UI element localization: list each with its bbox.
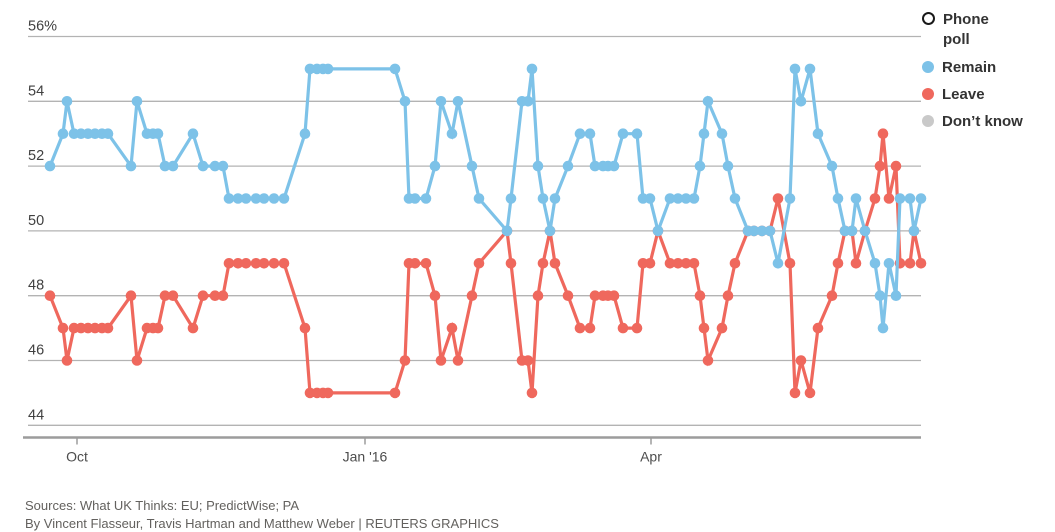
phone-poll-ring-icon [922, 12, 935, 25]
svg-text:48: 48 [28, 278, 44, 294]
legend-label-dont-know: Don’t know [942, 113, 1023, 130]
series-remain [44, 63, 927, 334]
byline: By Vincent Flasseur, Travis Hartman and … [25, 516, 499, 532]
svg-text:Oct: Oct [66, 449, 88, 465]
chart-legend: Phone poll Remain Leave Don’t know [922, 10, 1052, 139]
dont-know-dot-icon [922, 115, 934, 127]
svg-text:54: 54 [28, 83, 44, 99]
legend-item-leave: Leave [922, 85, 1052, 105]
legend-label-leave: Leave [942, 85, 985, 103]
svg-text:56%: 56% [28, 19, 57, 35]
leave-dot-icon [922, 87, 934, 100]
legend-item-remain: Remain [922, 58, 1052, 78]
legend-label-remain: Remain [942, 58, 997, 76]
legend-label-phone-poll: Phone poll [943, 11, 989, 49]
remain-dot-icon [922, 60, 934, 73]
legend-item-dont-know: Don’t know [922, 112, 1052, 132]
legend-item-phone-poll: Phone poll [922, 10, 1052, 51]
svg-text:Apr: Apr [640, 449, 662, 465]
svg-text:50: 50 [28, 213, 44, 229]
chart-footer: Sources: What UK Thinks: EU; PredictWise… [25, 498, 499, 532]
svg-text:52: 52 [28, 148, 44, 164]
svg-text:44: 44 [28, 407, 44, 423]
svg-text:Jan '16: Jan '16 [343, 449, 388, 465]
poll-line-chart: 56% 54 52 50 48 46 44 Oct Jan '16 Apr [23, 19, 927, 465]
sources-line: Sources: What UK Thinks: EU; PredictWise… [25, 498, 300, 513]
svg-text:46: 46 [28, 343, 44, 359]
